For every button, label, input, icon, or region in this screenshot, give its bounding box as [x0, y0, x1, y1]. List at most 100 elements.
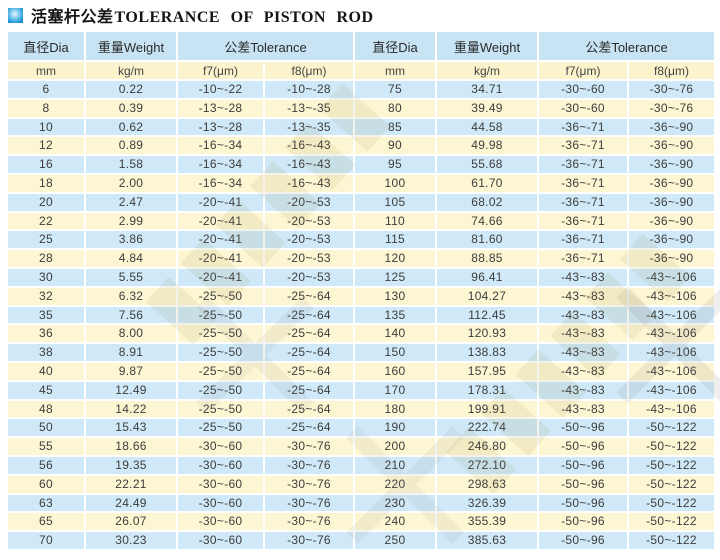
- f7-cell: -30~-60: [178, 532, 263, 549]
- f7-cell: -30~-60: [178, 513, 263, 531]
- dia-cell: 125: [355, 268, 435, 286]
- weight-cell: 199.91: [437, 400, 537, 418]
- f7-cell: -13~-28: [178, 118, 263, 136]
- f7-cell: -30~-60: [178, 494, 263, 512]
- f7-cell: -20~-41: [178, 193, 263, 211]
- weight-cell: 272.10: [437, 456, 537, 474]
- dia-cell: 60: [8, 475, 84, 493]
- weight-cell: 34.71: [437, 81, 537, 98]
- weight-cell: 24.49: [86, 494, 176, 512]
- f7-cell: -30~-60: [178, 475, 263, 493]
- f7-cell: -13~-28: [178, 99, 263, 117]
- weight-cell: 14.22: [86, 400, 176, 418]
- page-title-english: TOLERANCE OF PISTON ROD: [114, 9, 374, 26]
- f7-cell: -16~-34: [178, 156, 263, 173]
- dia-cell: 63: [8, 494, 84, 512]
- weight-cell: 2.47: [86, 193, 176, 211]
- f8-cell: -43~-106: [629, 381, 714, 399]
- weight-cell: 246.80: [437, 438, 537, 455]
- table-row: 32 6.32 -25~-50 -25~-64 130 104.27 -43~-83 -43~…: [8, 287, 714, 305]
- dia-cell: 18: [8, 174, 84, 192]
- table-row: 10 0.62 -13~-28 -13~-35 85 44.58 -36~-71 -36~-9…: [8, 118, 714, 136]
- dia-cell: 32: [8, 287, 84, 305]
- col-header-dia-right: 直径Dia: [355, 32, 435, 60]
- dia-cell: 150: [355, 344, 435, 361]
- weight-cell: 9.87: [86, 362, 176, 380]
- unit-f7-right: f7(μm): [539, 62, 627, 79]
- dia-cell: 10: [8, 118, 84, 136]
- f7-cell: -36~-71: [539, 174, 627, 192]
- f8-cell: -50~-122: [629, 419, 714, 437]
- f8-cell: -20~-53: [265, 193, 353, 211]
- weight-cell: 26.07: [86, 513, 176, 531]
- dia-cell: 22: [8, 212, 84, 230]
- f7-cell: -43~-83: [539, 381, 627, 399]
- weight-cell: 22.21: [86, 475, 176, 493]
- dia-cell: 90: [355, 137, 435, 155]
- unit-f7-left: f7(μm): [178, 62, 263, 79]
- table-row: 40 9.87 -25~-50 -25~-64 160 157.95 -43~-83 -43~…: [8, 362, 714, 380]
- f7-cell: -36~-71: [539, 137, 627, 155]
- table-row: 25 3.86 -20~-41 -20~-53 115 81.60 -36~-71 -36~-…: [8, 231, 714, 249]
- table-header-row: 直径Dia 重量Weight 公差Tolerance 直径Dia 重量Weigh…: [8, 32, 714, 60]
- weight-cell: 96.41: [437, 268, 537, 286]
- weight-cell: 30.23: [86, 532, 176, 549]
- col-header-dia-left: 直径Dia: [8, 32, 84, 60]
- f8-cell: -36~-90: [629, 118, 714, 136]
- f8-cell: -43~-106: [629, 268, 714, 286]
- f7-cell: -30~-60: [178, 456, 263, 474]
- dia-cell: 56: [8, 456, 84, 474]
- f8-cell: -36~-90: [629, 137, 714, 155]
- dia-cell: 120: [355, 250, 435, 267]
- f7-cell: -36~-71: [539, 193, 627, 211]
- f8-cell: -25~-64: [265, 419, 353, 437]
- dia-cell: 135: [355, 306, 435, 324]
- dia-cell: 70: [8, 532, 84, 549]
- f8-cell: -20~-53: [265, 212, 353, 230]
- f7-cell: -25~-50: [178, 325, 263, 343]
- bullet-square-icon: [8, 7, 23, 23]
- f8-cell: -36~-90: [629, 212, 714, 230]
- dia-cell: 48: [8, 400, 84, 418]
- table-row: 18 2.00 -16~-34 -16~-43 100 61.70 -36~-71 -36~-…: [8, 174, 714, 192]
- f8-cell: -30~-76: [629, 81, 714, 98]
- weight-cell: 39.49: [437, 99, 537, 117]
- f8-cell: -30~-76: [265, 438, 353, 455]
- dia-cell: 50: [8, 419, 84, 437]
- f8-cell: -50~-122: [629, 513, 714, 531]
- f7-cell: -30~-60: [539, 81, 627, 98]
- weight-cell: 15.43: [86, 419, 176, 437]
- dia-cell: 170: [355, 381, 435, 399]
- f7-cell: -25~-50: [178, 287, 263, 305]
- dia-cell: 80: [355, 99, 435, 117]
- weight-cell: 0.62: [86, 118, 176, 136]
- table-row: 45 12.49 -25~-50 -25~-64 170 178.31 -43~-83 -43…: [8, 381, 714, 399]
- table-row: 30 5.55 -20~-41 -20~-53 125 96.41 -43~-83 -43~-…: [8, 268, 714, 286]
- table-row: 38 8.91 -25~-50 -25~-64 150 138.83 -43~-83 -43~…: [8, 344, 714, 361]
- weight-cell: 6.32: [86, 287, 176, 305]
- f7-cell: -43~-83: [539, 344, 627, 361]
- dia-cell: 35: [8, 306, 84, 324]
- table-row: 48 14.22 -25~-50 -25~-64 180 199.91 -43~-83 -43…: [8, 400, 714, 418]
- f8-cell: -30~-76: [265, 475, 353, 493]
- f8-cell: -43~-106: [629, 344, 714, 361]
- f8-cell: -50~-122: [629, 438, 714, 455]
- f8-cell: -30~-76: [265, 532, 353, 549]
- f8-cell: -16~-43: [265, 137, 353, 155]
- dia-cell: 100: [355, 174, 435, 192]
- f7-cell: -20~-41: [178, 212, 263, 230]
- weight-cell: 104.27: [437, 287, 537, 305]
- f8-cell: -16~-43: [265, 174, 353, 192]
- weight-cell: 3.86: [86, 231, 176, 249]
- f8-cell: -10~-28: [265, 81, 353, 98]
- dia-cell: 240: [355, 513, 435, 531]
- f8-cell: -36~-90: [629, 231, 714, 249]
- f7-cell: -30~-60: [178, 438, 263, 455]
- dia-cell: 220: [355, 475, 435, 493]
- dia-cell: 230: [355, 494, 435, 512]
- f7-cell: -20~-41: [178, 231, 263, 249]
- f7-cell: -50~-96: [539, 456, 627, 474]
- weight-cell: 385.63: [437, 532, 537, 549]
- weight-cell: 12.49: [86, 381, 176, 399]
- dia-cell: 6: [8, 81, 84, 98]
